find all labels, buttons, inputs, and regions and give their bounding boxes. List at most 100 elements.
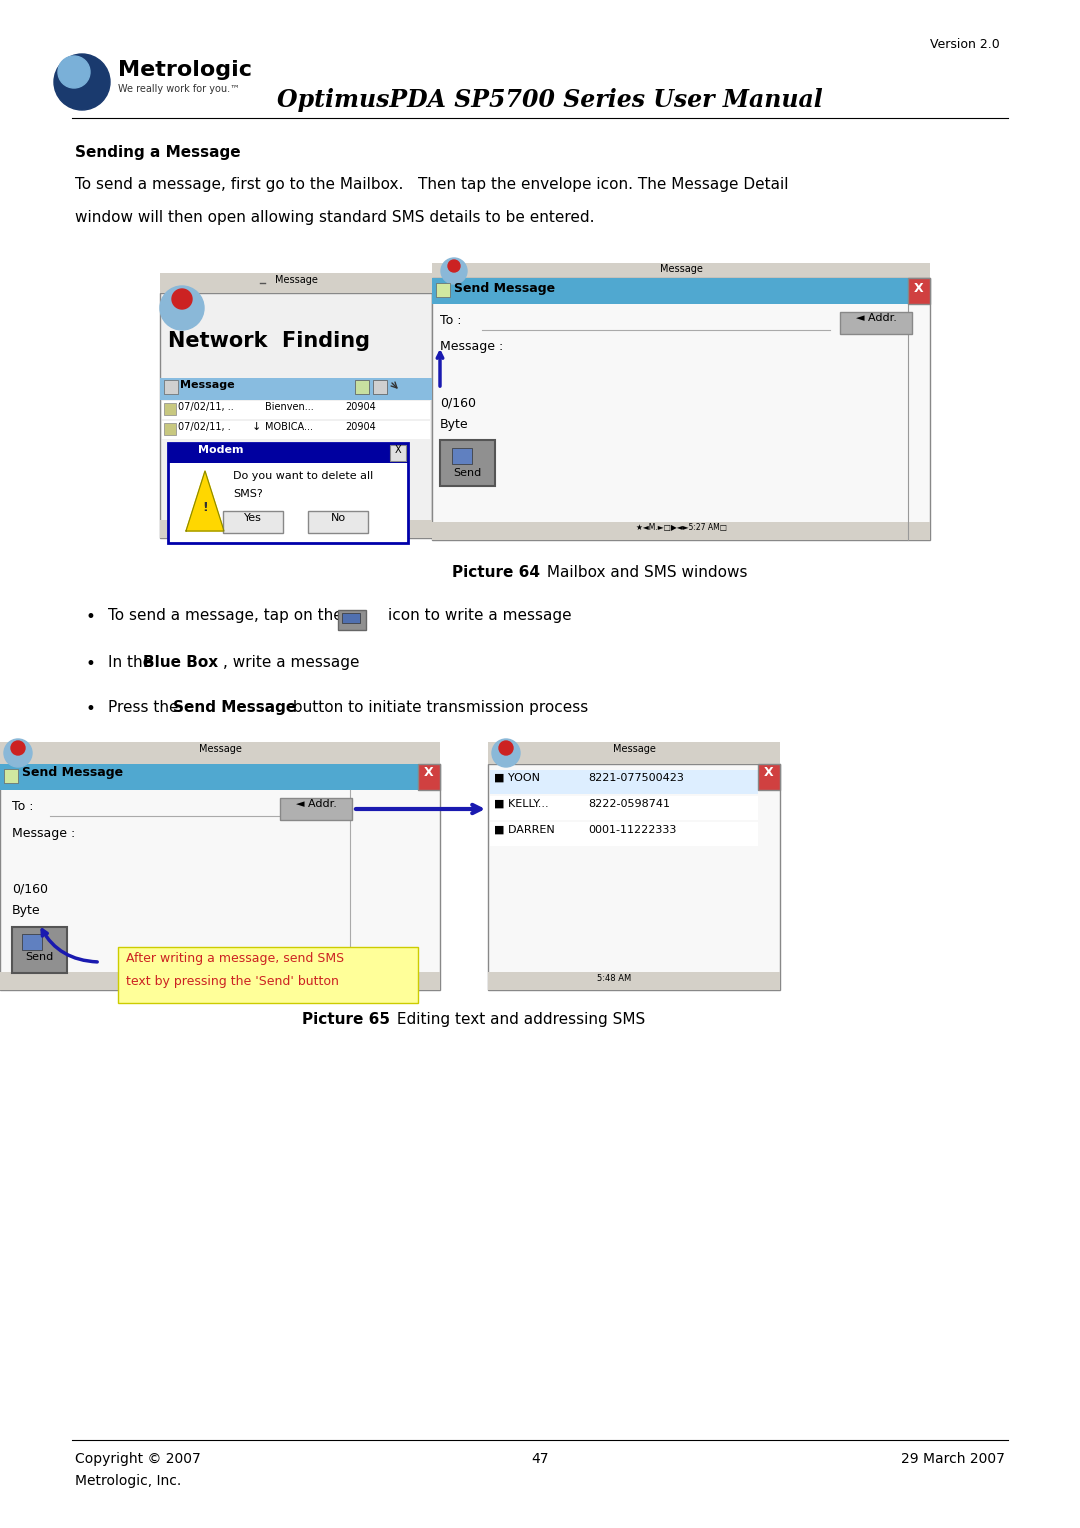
- FancyBboxPatch shape: [22, 934, 42, 950]
- FancyBboxPatch shape: [490, 770, 758, 795]
- FancyBboxPatch shape: [280, 798, 352, 821]
- Text: text by pressing the 'Send' button: text by pressing the 'Send' button: [126, 975, 339, 989]
- Text: !: !: [202, 501, 207, 513]
- Text: ★◄M.►□▶◄►5:24 AM□: ★◄M.►□▶◄►5:24 AM□: [251, 521, 341, 530]
- FancyBboxPatch shape: [308, 510, 368, 533]
- Text: Send Message: Send Message: [173, 700, 296, 715]
- Text: X: X: [424, 766, 434, 779]
- Text: X: X: [394, 445, 402, 455]
- Text: Send: Send: [453, 468, 481, 478]
- Text: Metrologic: Metrologic: [118, 60, 252, 79]
- Text: Message: Message: [199, 744, 242, 753]
- Text: window will then open allowing standard SMS details to be entered.: window will then open allowing standard …: [75, 209, 594, 225]
- Text: Send Message: Send Message: [22, 766, 123, 779]
- FancyBboxPatch shape: [390, 445, 406, 461]
- FancyBboxPatch shape: [490, 796, 758, 821]
- Text: 0001-11222333: 0001-11222333: [588, 825, 676, 834]
- Text: Message: Message: [660, 264, 702, 274]
- FancyBboxPatch shape: [160, 274, 432, 293]
- Text: MOBICA...: MOBICA...: [265, 422, 313, 432]
- Text: Message :: Message :: [440, 341, 503, 353]
- FancyBboxPatch shape: [908, 278, 930, 304]
- Circle shape: [54, 53, 110, 110]
- Text: Byte: Byte: [12, 905, 41, 917]
- Text: To :: To :: [12, 801, 33, 813]
- FancyBboxPatch shape: [0, 743, 440, 764]
- FancyBboxPatch shape: [162, 400, 430, 419]
- FancyBboxPatch shape: [488, 743, 780, 764]
- Text: Mailbox and SMS windows: Mailbox and SMS windows: [542, 565, 747, 581]
- Text: , write a message: , write a message: [222, 656, 360, 669]
- Text: button to initiate transmission process: button to initiate transmission process: [288, 700, 589, 715]
- FancyBboxPatch shape: [418, 764, 440, 790]
- Text: •: •: [85, 656, 95, 672]
- Text: 47: 47: [531, 1452, 549, 1465]
- Text: Sending a Message: Sending a Message: [75, 145, 241, 160]
- FancyBboxPatch shape: [164, 380, 178, 394]
- FancyBboxPatch shape: [118, 947, 418, 1002]
- Text: X: X: [914, 283, 923, 295]
- Text: To send a message, first go to the Mailbox.   Then tap the envelope icon. The Me: To send a message, first go to the Mailb…: [75, 177, 788, 193]
- Circle shape: [172, 289, 192, 309]
- Text: 8222-0598741: 8222-0598741: [588, 799, 670, 808]
- FancyBboxPatch shape: [488, 972, 780, 990]
- Text: No: No: [330, 513, 346, 523]
- Text: Message: Message: [612, 744, 656, 753]
- Text: ◄ Addr.: ◄ Addr.: [296, 799, 337, 808]
- Text: 20904: 20904: [345, 402, 376, 413]
- FancyBboxPatch shape: [338, 610, 366, 630]
- Text: ★◄M.►□▶◄►5:27 AM□: ★◄M.►□▶◄►5:27 AM□: [635, 523, 727, 532]
- Text: To send a message, tap on the: To send a message, tap on the: [108, 608, 342, 623]
- Text: Picture 65: Picture 65: [302, 1012, 390, 1027]
- Text: Bienven...: Bienven...: [265, 402, 314, 413]
- Text: Copyright © 2007: Copyright © 2007: [75, 1452, 201, 1465]
- Text: SMS?: SMS?: [233, 489, 262, 500]
- Text: 07/02/11, .: 07/02/11, .: [178, 422, 231, 432]
- FancyBboxPatch shape: [168, 443, 408, 463]
- Text: Message: Message: [180, 380, 234, 390]
- Text: X: X: [765, 766, 773, 779]
- Text: Message: Message: [274, 275, 318, 286]
- FancyBboxPatch shape: [488, 764, 780, 990]
- Circle shape: [4, 740, 32, 767]
- FancyBboxPatch shape: [440, 440, 495, 486]
- Text: Send: Send: [25, 952, 53, 963]
- Text: After writing a message, send SMS: After writing a message, send SMS: [126, 952, 345, 966]
- FancyBboxPatch shape: [432, 278, 908, 304]
- Text: ↓: ↓: [252, 422, 261, 432]
- FancyBboxPatch shape: [4, 769, 18, 782]
- FancyBboxPatch shape: [432, 523, 930, 539]
- Text: Do you want to delete all: Do you want to delete all: [233, 471, 374, 481]
- Text: OptimusPDA SP5700 Series User Manual: OptimusPDA SP5700 Series User Manual: [278, 89, 823, 112]
- Text: ◄ Addr.: ◄ Addr.: [855, 313, 896, 322]
- Text: 20904: 20904: [345, 422, 376, 432]
- Text: ■ DARREN: ■ DARREN: [494, 825, 555, 834]
- Polygon shape: [186, 471, 224, 532]
- Circle shape: [492, 740, 519, 767]
- Text: Network  Finding: Network Finding: [168, 332, 370, 351]
- FancyBboxPatch shape: [758, 764, 780, 790]
- Text: 5:47 AM: 5:47 AM: [173, 973, 207, 983]
- FancyBboxPatch shape: [355, 380, 369, 394]
- FancyBboxPatch shape: [168, 443, 408, 542]
- Text: 5:48 AM: 5:48 AM: [597, 973, 631, 983]
- Text: •: •: [85, 700, 95, 718]
- FancyBboxPatch shape: [160, 293, 432, 538]
- FancyBboxPatch shape: [0, 972, 440, 990]
- Text: Modem: Modem: [198, 445, 243, 455]
- Text: Message :: Message :: [12, 827, 76, 840]
- Text: We really work for you.™: We really work for you.™: [118, 84, 240, 95]
- FancyBboxPatch shape: [373, 380, 387, 394]
- Circle shape: [58, 57, 90, 89]
- Text: 0/160: 0/160: [12, 882, 48, 895]
- Text: icon to write a message: icon to write a message: [388, 608, 571, 623]
- FancyBboxPatch shape: [164, 403, 176, 416]
- Circle shape: [441, 258, 467, 284]
- FancyBboxPatch shape: [160, 520, 432, 538]
- FancyBboxPatch shape: [432, 278, 930, 539]
- Text: 8221-077500423: 8221-077500423: [588, 773, 684, 782]
- FancyBboxPatch shape: [222, 510, 283, 533]
- FancyBboxPatch shape: [490, 822, 758, 847]
- Text: Version 2.0: Version 2.0: [930, 38, 1000, 50]
- FancyBboxPatch shape: [12, 927, 67, 973]
